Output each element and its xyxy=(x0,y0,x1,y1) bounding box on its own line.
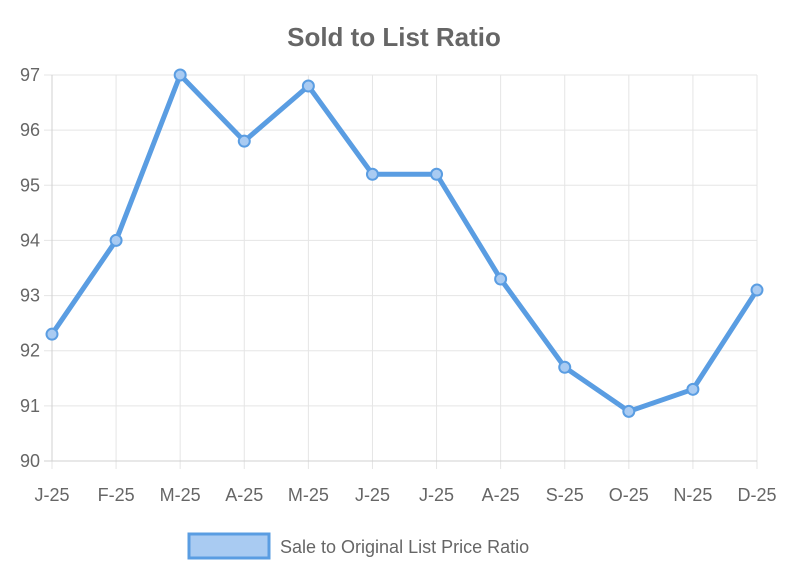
data-point[interactable] xyxy=(558,360,572,374)
x-tick-label: J-25 xyxy=(419,485,454,505)
y-tick-label: 96 xyxy=(20,120,40,140)
legend-swatch[interactable] xyxy=(187,532,271,560)
x-tick-label: M-25 xyxy=(288,485,329,505)
y-tick-label: 93 xyxy=(20,286,40,306)
data-point[interactable] xyxy=(173,68,187,82)
legend[interactable]: Sale to Original List Price Ratio xyxy=(187,532,529,560)
data-point[interactable] xyxy=(430,167,444,181)
y-tick-label: 90 xyxy=(20,451,40,471)
series-layer xyxy=(45,68,764,418)
x-tick-label: A-25 xyxy=(225,485,263,505)
gridlines xyxy=(44,74,758,469)
data-point[interactable] xyxy=(237,134,251,148)
x-tick-label: D-25 xyxy=(737,485,776,505)
y-tick-label: 94 xyxy=(20,230,40,250)
data-point[interactable] xyxy=(494,272,508,286)
x-tick-label: O-25 xyxy=(609,485,649,505)
x-tick-label: J-25 xyxy=(355,485,390,505)
tick-labels: 90 91 92 93 94 95 96 97 J-25 F-25 M-25 A-25 M-25 J-25… xyxy=(20,65,777,505)
y-tick-label: 97 xyxy=(20,65,40,85)
y-tick-label: 92 xyxy=(20,341,40,361)
x-tick-label: F-25 xyxy=(98,485,135,505)
x-tick-label: M-25 xyxy=(160,485,201,505)
x-tick-label: S-25 xyxy=(546,485,584,505)
x-tick-label: A-25 xyxy=(482,485,520,505)
y-tick-label: 95 xyxy=(20,175,40,195)
data-point[interactable] xyxy=(750,283,764,297)
chart-title: Sold to List Ratio xyxy=(287,22,501,52)
data-point[interactable] xyxy=(301,79,315,93)
x-tick-label: J-25 xyxy=(34,485,69,505)
x-tick-label: N-25 xyxy=(673,485,712,505)
data-point[interactable] xyxy=(45,327,59,341)
data-point[interactable] xyxy=(109,233,123,247)
axes xyxy=(44,75,757,462)
data-point[interactable] xyxy=(622,404,636,418)
data-point[interactable] xyxy=(686,382,700,396)
y-tick-label: 91 xyxy=(20,396,40,416)
legend-label: Sale to Original List Price Ratio xyxy=(280,537,529,557)
data-point[interactable] xyxy=(365,167,379,181)
series-line xyxy=(49,72,760,414)
